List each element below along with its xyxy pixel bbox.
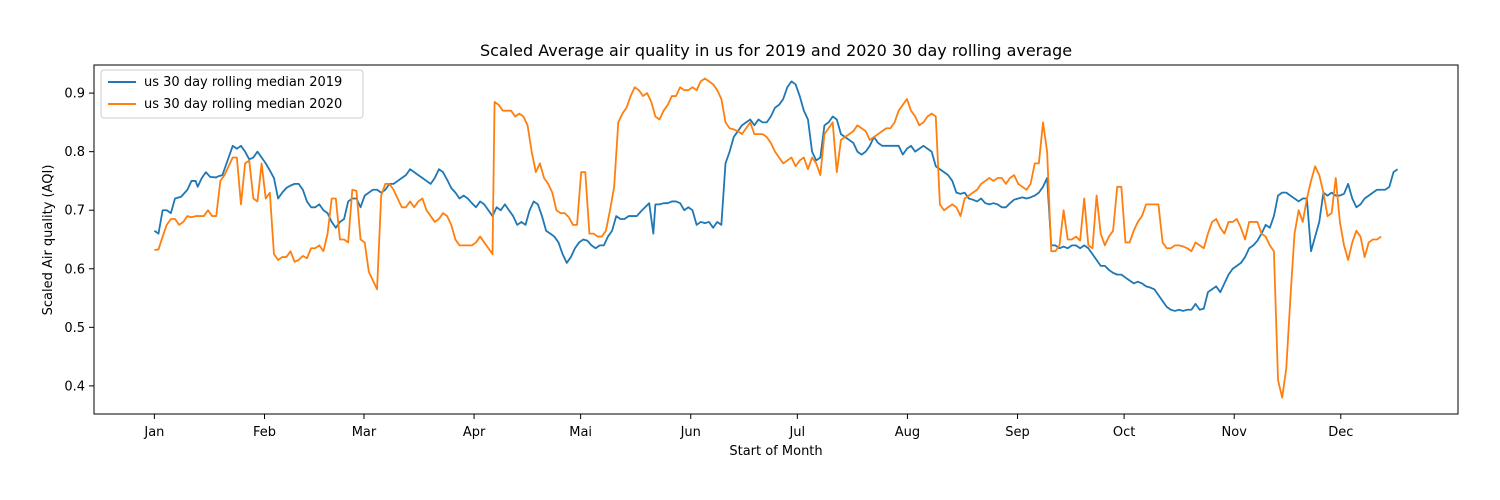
plot-area — [93, 64, 1459, 415]
y-tick-label: 0.6 — [64, 262, 85, 277]
x-tick-label: Jun — [680, 425, 701, 440]
legend-label-2019: us 30 day rolling median 2019 — [144, 75, 342, 90]
y-tick-label: 0.8 — [64, 145, 85, 160]
x-tick-label: Jul — [788, 425, 805, 440]
x-axis: Jan Feb Mar Apr Mai Jun Jul Aug Sep Oct Nov Dec — [143, 414, 1353, 440]
series-line-2019 — [153, 80, 1399, 312]
y-tick-label: 0.4 — [64, 379, 85, 394]
legend-label-2020: us 30 day rolling median 2020 — [144, 97, 342, 112]
y-tick-label: 0.9 — [64, 87, 85, 102]
y-axis: 0.4 0.5 0.6 0.7 0.8 0.9 — [64, 87, 94, 394]
x-axis-label: Start of Month — [729, 444, 822, 459]
y-axis-label: Scaled Air quality (AQI) — [41, 165, 56, 316]
x-tick-label: Jan — [143, 425, 164, 440]
x-tick-label: Sep — [1005, 425, 1030, 440]
x-tick-label: Mar — [352, 425, 377, 440]
x-tick-label: Nov — [1222, 425, 1248, 440]
x-tick-label: Oct — [1113, 425, 1135, 440]
x-tick-label: Feb — [253, 425, 276, 440]
chart-title: Scaled Average air quality in us for 201… — [480, 41, 1072, 60]
x-tick-label: Mai — [569, 425, 592, 440]
series-line-2020 — [154, 77, 1382, 399]
x-tick-label: Aug — [895, 425, 920, 440]
y-tick-label: 0.7 — [64, 204, 85, 219]
legend-box — [100, 69, 364, 119]
y-tick-label: 0.5 — [64, 321, 85, 336]
x-tick-label: Dec — [1328, 425, 1353, 440]
x-tick-label: Apr — [463, 425, 486, 440]
series-layer — [153, 77, 1399, 399]
legend: us 30 day rolling median 2019 us 30 day … — [100, 69, 364, 119]
